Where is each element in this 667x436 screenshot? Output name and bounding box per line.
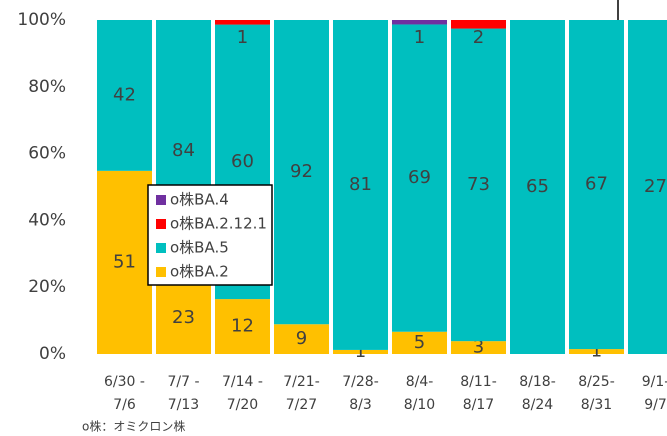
y-tick-label: 0% (39, 344, 66, 364)
bar-segment (569, 349, 624, 354)
x-tick-label: 7/20 (227, 397, 258, 413)
data-label: 1 (237, 27, 248, 48)
legend-label: o株BA.2 (170, 263, 229, 281)
data-label: 9 (296, 328, 307, 349)
bar-segment (333, 20, 388, 350)
data-label: 23 (172, 307, 195, 328)
bar-segment (510, 20, 565, 354)
legend-swatch (156, 219, 166, 229)
x-tick-label: 8/11- (460, 374, 497, 390)
x-tick-label: 8/18- (519, 374, 556, 390)
data-label: 81 (349, 174, 372, 195)
bar-segment (97, 20, 152, 171)
bar-segment (451, 20, 506, 29)
x-tick-label: 9/1- (642, 374, 667, 390)
data-label: 1 (591, 341, 602, 362)
y-tick-label: 40% (28, 210, 66, 230)
data-label: 69 (408, 167, 431, 188)
data-label: 1 (355, 341, 366, 362)
bar-segment (392, 24, 447, 332)
x-tick-label: 6/30 - (104, 374, 145, 390)
x-tick-label: 8/4- (406, 374, 434, 390)
data-label: 84 (172, 140, 195, 161)
data-label: 51 (113, 251, 136, 272)
legend-box (147, 184, 273, 286)
data-label: 60 (231, 151, 254, 172)
data-label: 73 (467, 174, 490, 195)
data-label: 27 (644, 176, 667, 197)
bar-segment (274, 20, 329, 325)
y-tick-label: 100% (17, 10, 66, 30)
bar-segment (274, 324, 329, 354)
legend-label: o株BA.5 (170, 239, 229, 257)
bar-segment (392, 20, 447, 25)
y-tick-label: 20% (28, 277, 66, 297)
x-tick-label: 7/27 (286, 397, 317, 413)
bar-segment (97, 170, 152, 354)
x-tick-label: 7/7 - (167, 374, 199, 390)
bar-segment (215, 20, 270, 25)
x-tick-label: 8/3 (349, 397, 372, 413)
x-tick-label: 7/13 (168, 397, 199, 413)
bar-segment (451, 341, 506, 354)
x-tick-label: 8/31 (581, 397, 612, 413)
legend-label: o株BA.4 (170, 191, 229, 209)
data-label: 65 (526, 176, 549, 197)
x-tick-label: 7/14 - (222, 374, 263, 390)
legend: o株BA.4 o株BA.2.12.1 o株BA.5 o株BA.2 (147, 184, 273, 286)
x-tick-label: 8/25- (578, 374, 615, 390)
bar-segment (333, 349, 388, 354)
bar-segment (569, 20, 624, 350)
data-label: 42 (113, 84, 136, 105)
x-tick-label: 7/6 (113, 397, 136, 413)
legend-swatch (156, 195, 166, 205)
x-tick-label: 7/28- (342, 374, 379, 390)
x-tick-label: 8/24 (522, 397, 554, 413)
y-tick-label: 60% (28, 144, 66, 164)
data-label: 1 (414, 27, 425, 48)
bar-segment (628, 20, 667, 354)
data-label: 12 (231, 316, 254, 337)
bar-segment (392, 331, 447, 354)
legend-label: o株BA.2.12.1 (170, 215, 267, 233)
bar-segment (451, 28, 506, 342)
data-label: 92 (290, 161, 313, 182)
data-label: 3 (473, 337, 484, 358)
bar-segment (215, 299, 270, 354)
footnote: o株：オミクロン株 (82, 419, 185, 434)
x-tick-label: 8/17 (463, 397, 494, 413)
x-tick-label: 7/21- (283, 374, 320, 390)
y-tick-label: 80% (28, 77, 66, 97)
data-label: 67 (585, 174, 608, 195)
legend-swatch (156, 267, 166, 277)
x-tick-label: 8/10 (404, 397, 435, 413)
bar-segment (156, 282, 211, 354)
legend-swatch (156, 243, 166, 253)
data-label: 5 (414, 332, 425, 353)
data-label: 2 (473, 27, 484, 48)
x-tick-label: 9/7 (644, 397, 667, 413)
